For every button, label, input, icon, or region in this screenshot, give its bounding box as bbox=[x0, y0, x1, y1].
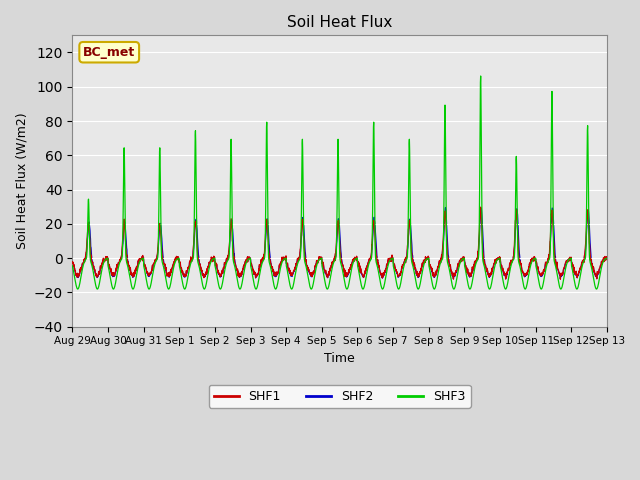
Title: Soil Heat Flux: Soil Heat Flux bbox=[287, 15, 392, 30]
X-axis label: Time: Time bbox=[324, 352, 355, 365]
Text: BC_met: BC_met bbox=[83, 46, 135, 59]
Y-axis label: Soil Heat Flux (W/m2): Soil Heat Flux (W/m2) bbox=[15, 113, 28, 250]
Legend: SHF1, SHF2, SHF3: SHF1, SHF2, SHF3 bbox=[209, 385, 471, 408]
